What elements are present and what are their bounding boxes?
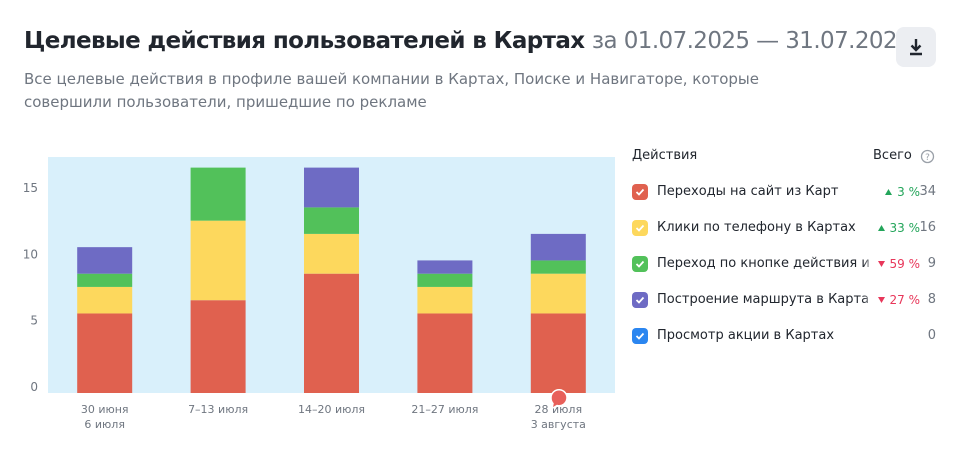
legend-checkbox [632,256,648,272]
check [635,260,645,268]
check [635,224,645,232]
check [635,188,645,196]
title: Целевые действия пользователей в Картах [24,28,585,54]
subtitle: Все целевые действия в профиле вашей ком… [24,70,759,111]
total: 34 [919,184,936,199]
period: за 01.07.2025 — 31.07.2025 [591,28,912,54]
legend-label: Переходы на сайт из Карт [657,184,839,199]
y-tick-label: 0 [30,380,38,394]
bar-segment [530,273,586,314]
legend-label: Клики по телефону в Картах [657,220,856,235]
legend-checkbox [632,328,648,344]
bar-segment [77,286,133,314]
bar-segment [417,273,473,287]
svg-text:?: ? [925,153,930,163]
x-tick-label: 21–27 июля [411,403,478,416]
change-label: 27 % [889,293,921,307]
legend-label: Переход по кнопке действия из К [657,256,869,271]
bar-segment [417,313,473,393]
x-tick-label: 7–13 июля [188,403,248,416]
total: 0 [927,328,936,343]
bar-segment [530,260,586,274]
legend-row[interactable]: Переходы на сайт из Карт 3 % 34 [632,180,938,204]
change: 59 % [862,257,921,271]
bar-segment [190,220,246,301]
total: 16 [919,220,936,235]
x-tick-label: 3 августа [531,418,586,431]
arrow-down [877,297,885,303]
event-marker [550,389,568,411]
arrow-up [877,225,885,231]
bar-segment [304,167,359,208]
y-tick-label: 15 [23,181,38,195]
title-line: Целевые действия пользователей в Картах … [24,28,912,54]
arrow-down [877,261,885,267]
legend-row[interactable]: Переход по кнопке действия из К 59 % 9 [632,252,938,276]
bar-segment [304,207,359,234]
bar-segment [304,273,359,393]
change-label: 3 % [897,185,920,199]
x-tick-label: 30 июня [81,403,129,416]
bar-segment [530,233,586,261]
change-label: 33 % [889,221,921,235]
bar-segment [190,167,246,221]
change-label: 59 % [889,257,921,271]
download-button[interactable] [896,27,936,67]
bar-segment [77,247,133,274]
legend-row[interactable]: Клики по телефону в Картах 33 % 16 [632,216,938,240]
change: 27 % [862,293,921,307]
check [635,296,645,304]
help-icon[interactable]: ? [920,149,935,164]
change: 33 % [862,221,921,235]
y-tick-label: 5 [30,314,38,328]
check [635,332,645,340]
legend-checkbox [632,220,648,236]
bar-segment [530,313,586,393]
legend-row[interactable]: Построение маршрута в Картах 27 % 8 [632,288,938,312]
download-icon [910,39,922,56]
legend-total-header: Всего [873,148,912,163]
bar-segment [190,300,246,393]
change: 3 % [870,185,920,199]
legend-checkbox [632,292,648,308]
x-tick-label: 14–20 июля [298,403,365,416]
x-tick-label: 28 июля [535,403,583,416]
legend-checkbox [632,184,648,200]
bar-segment [417,260,473,274]
total: 8 [927,292,936,307]
y-tick-label: 10 [23,247,38,261]
arrow-up [885,189,893,195]
legend-header: Действия [632,148,698,163]
bar-segment [304,233,359,274]
bar-segment [77,273,133,287]
total: 9 [927,256,936,271]
bar-segment [77,313,133,393]
legend-label: Построение маршрута в Картах [657,292,869,307]
bar-segment [417,286,473,314]
x-tick-label: 6 июля [84,418,125,431]
legend-label: Просмотр акции в Картах [657,328,835,343]
legend-row[interactable]: Просмотр акции в Картах 0 [632,324,938,348]
